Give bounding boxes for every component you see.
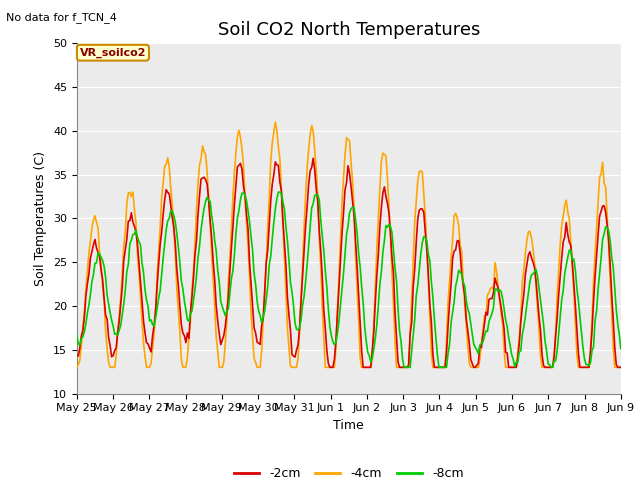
- Text: No data for f_TCN_4: No data for f_TCN_4: [6, 12, 117, 23]
- Title: Soil CO2 North Temperatures: Soil CO2 North Temperatures: [218, 21, 480, 39]
- X-axis label: Time: Time: [333, 419, 364, 432]
- Y-axis label: Soil Temperatures (C): Soil Temperatures (C): [35, 151, 47, 286]
- Legend: -2cm, -4cm, -8cm: -2cm, -4cm, -8cm: [229, 462, 468, 480]
- Text: VR_soilco2: VR_soilco2: [80, 48, 146, 58]
